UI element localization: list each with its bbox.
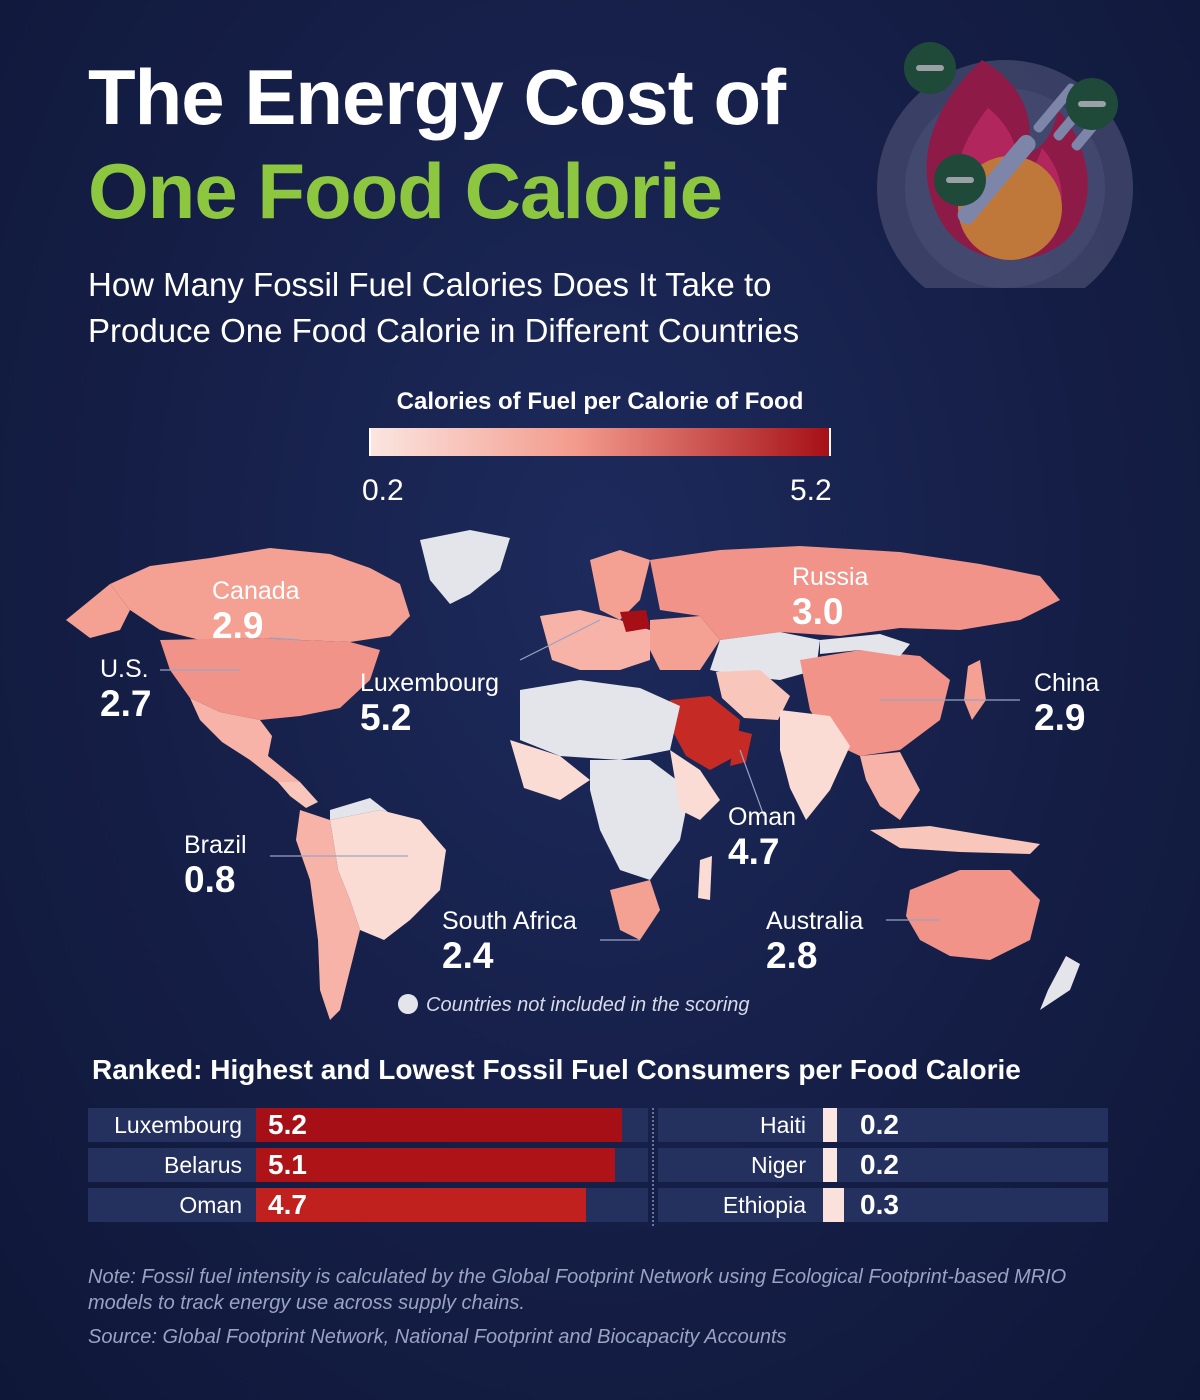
- region-russia: [650, 546, 1060, 640]
- callout-canada-name: Canada: [212, 577, 300, 605]
- no-data-swatch-icon: [398, 994, 418, 1014]
- rank-low-3-value: 0.3: [860, 1189, 899, 1220]
- legend-gradient-bar: [369, 428, 831, 456]
- minus-badge-icon: [904, 42, 1118, 206]
- rank-high-3-country: Oman: [179, 1192, 242, 1218]
- source: Source: Global Footprint Network, Nation…: [88, 1326, 787, 1348]
- rank-row-low-2: [658, 1148, 1108, 1182]
- rank-low-2-country: Niger: [751, 1152, 806, 1178]
- rank-low-2-bar: [823, 1148, 837, 1182]
- region-central-africa: [590, 760, 690, 880]
- rank-low-1-country: Haiti: [759, 1112, 806, 1138]
- region-greenland: [420, 530, 510, 604]
- subtitle-line-2: Produce One Food Calorie in Different Co…: [88, 312, 800, 349]
- region-andes: [296, 810, 360, 1020]
- legend-min-label: 0.2: [362, 474, 404, 507]
- callout-us-name: U.S.: [100, 655, 149, 683]
- region-central-america: [278, 782, 318, 808]
- map-note-text: Countries not included in the scoring: [426, 994, 750, 1016]
- rank-low-2-value: 0.2: [860, 1149, 899, 1180]
- region-alaska: [66, 584, 130, 638]
- region-western-europe: [540, 610, 650, 670]
- callout-australia-value: 2.8: [766, 935, 818, 976]
- region-belarus: [620, 610, 650, 632]
- callout-oman: Oman 4.7: [728, 802, 796, 872]
- callout-russia-value: 3.0: [792, 591, 844, 632]
- rank-low-3-bar: [823, 1188, 844, 1222]
- rank-row-low-1: [658, 1108, 1108, 1142]
- callout-south-africa-value: 2.4: [442, 935, 494, 976]
- region-indonesia: [870, 826, 1040, 854]
- region-scandinavia: [590, 550, 650, 620]
- rank-high-2-country: Belarus: [164, 1152, 242, 1178]
- region-japan: [964, 660, 986, 720]
- callout-us-value: 2.7: [100, 683, 152, 724]
- rank-high-1-country: Luxembourg: [114, 1112, 242, 1138]
- subtitle-line-1: How Many Fossil Fuel Calories Does It Ta…: [88, 266, 772, 303]
- map-note: Countries not included in the scoring: [398, 994, 750, 1017]
- region-new-zealand: [1040, 956, 1080, 1010]
- region-madagascar: [698, 856, 712, 900]
- callout-luxembourg-name: Luxembourg: [360, 669, 499, 697]
- callout-us: U.S. 2.7: [100, 654, 151, 724]
- region-canada: [110, 548, 410, 642]
- hero-illustration: [877, 42, 1133, 288]
- region-australia: [906, 870, 1040, 960]
- rank-high-3-value: 4.7: [268, 1189, 307, 1220]
- callout-south-africa-name: South Africa: [442, 907, 577, 935]
- rank-divider: [652, 1108, 654, 1226]
- ranked-title: Ranked: Highest and Lowest Fossil Fuel C…: [92, 1054, 1021, 1085]
- rank-high-1-bar: [256, 1108, 622, 1142]
- legend-max-label: 5.2: [790, 474, 832, 507]
- region-oman: [730, 730, 752, 766]
- callout-china: China 2.9: [1034, 668, 1099, 738]
- region-south-africa: [610, 880, 660, 940]
- callout-canada-value: 2.9: [212, 605, 264, 646]
- callout-russia-name: Russia: [792, 563, 869, 591]
- region-north-africa: [520, 680, 680, 760]
- callout-australia-name: Australia: [766, 907, 864, 935]
- region-west-africa: [510, 740, 590, 800]
- region-mongolia: [820, 634, 910, 656]
- rank-low-1-value: 0.2: [860, 1109, 899, 1140]
- legend-title: Calories of Fuel per Calorie of Food: [396, 388, 804, 415]
- rank-high-1-value: 5.2: [268, 1109, 307, 1140]
- callout-canada: Canada 2.9: [212, 576, 300, 646]
- callout-brazil-value: 0.8: [184, 859, 236, 900]
- rank-high-2-value: 5.1: [268, 1149, 307, 1180]
- callout-south-africa: South Africa 2.4: [442, 906, 577, 976]
- subtitle: How Many Fossil Fuel Calories Does It Ta…: [88, 262, 948, 354]
- title-line-1: The Energy Cost of: [88, 53, 786, 141]
- callout-luxembourg-value: 5.2: [360, 697, 412, 738]
- callout-australia: Australia 2.8: [766, 906, 863, 976]
- region-india: [780, 710, 850, 820]
- region-east-africa: [670, 750, 720, 820]
- footnote: Note: Fossil fuel intensity is calculate…: [88, 1266, 1067, 1314]
- region-mexico: [190, 698, 300, 782]
- region-guianas: [330, 798, 388, 820]
- callout-brazil: Brazil 0.8: [184, 830, 247, 900]
- callout-oman-name: Oman: [728, 803, 797, 831]
- callout-brazil-name: Brazil: [184, 831, 247, 859]
- rank-high-3-bar: [256, 1188, 586, 1222]
- callout-oman-value: 4.7: [728, 831, 780, 872]
- title-line-2: One Food Calorie: [88, 147, 723, 235]
- callout-china-value: 2.9: [1034, 697, 1086, 738]
- region-saudi-arabia: [670, 696, 740, 770]
- region-usa: [160, 638, 380, 720]
- region-iran: [716, 670, 790, 720]
- callout-luxembourg: Luxembourg 5.2: [360, 668, 499, 738]
- rank-high-2-bar: [256, 1148, 615, 1182]
- region-brazil: [330, 810, 446, 940]
- region-eastern-europe: [650, 616, 720, 670]
- callout-china-name: China: [1034, 669, 1100, 697]
- rank-row-low-3: [658, 1188, 1108, 1222]
- rank-low-1-bar: [823, 1108, 837, 1142]
- world-map: [66, 530, 1080, 1020]
- region-central-asia: [710, 632, 820, 680]
- callout-russia: Russia 3.0: [792, 562, 868, 632]
- region-southeast-asia: [860, 752, 920, 820]
- rank-low-3-country: Ethiopia: [722, 1192, 806, 1218]
